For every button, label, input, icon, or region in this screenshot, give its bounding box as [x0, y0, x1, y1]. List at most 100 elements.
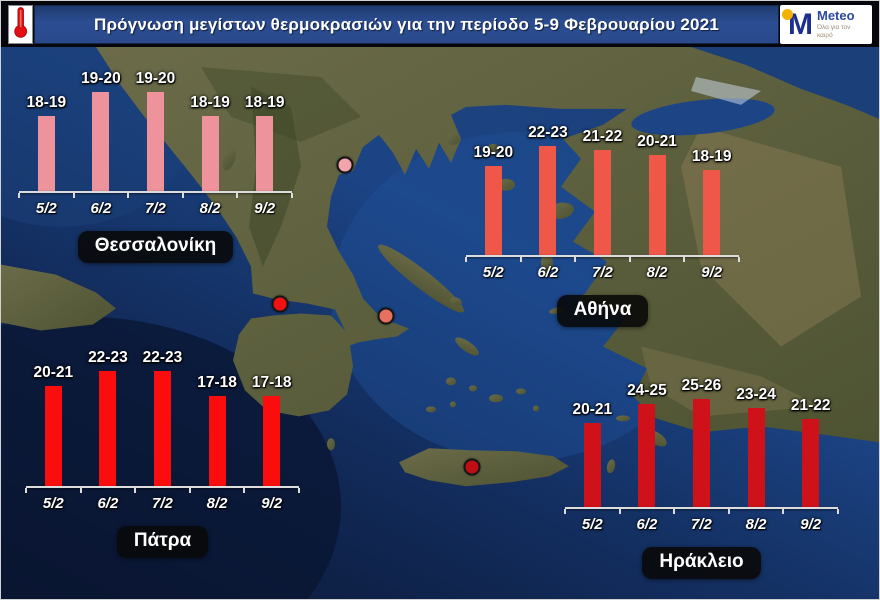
bar-value-label: 19-20 — [81, 70, 121, 87]
date-label: 5/2 — [482, 264, 504, 281]
temperature-bar — [256, 116, 274, 191]
axis-tick — [782, 509, 785, 514]
bar-column: 20-21 — [26, 364, 81, 486]
bar-column: 19-20 — [466, 144, 521, 255]
bar-value-label: 21-22 — [582, 128, 623, 145]
bar-value-label: 24-25 — [627, 382, 667, 399]
temperature-bar — [99, 371, 117, 486]
bar-column: 22-23 — [521, 124, 576, 255]
date-label: 6/2 — [97, 495, 119, 512]
bar-column: 21-22 — [783, 397, 838, 507]
bar-value-label: 18-19 — [691, 148, 732, 165]
map-marker — [463, 458, 481, 476]
axis-tick — [18, 193, 20, 198]
axis-tick — [298, 488, 300, 493]
x-axis — [18, 191, 293, 198]
bar-value-label: 22-23 — [88, 349, 128, 366]
temperature-bar — [146, 92, 164, 191]
bar-value-label: 20-21 — [33, 364, 74, 381]
axis-tick — [465, 257, 467, 262]
axis-tick — [519, 257, 522, 262]
bar-column: 20-21 — [565, 401, 620, 507]
axis-tick — [188, 488, 191, 493]
temperature-bar — [593, 150, 611, 255]
bar-value-label: 21-22 — [790, 397, 831, 414]
axis-tick — [574, 257, 577, 262]
date-label: 7/2 — [145, 200, 166, 217]
axis-tick — [727, 509, 730, 514]
axis-tick — [618, 509, 621, 514]
bar-column: 19-20 — [74, 70, 129, 191]
axis-tick — [291, 193, 293, 198]
date-label: 9/2 — [701, 264, 723, 281]
date-label: 6/2 — [636, 516, 658, 533]
map-marker — [271, 295, 289, 313]
temperature-bar — [638, 404, 656, 507]
temperature-bar — [92, 92, 110, 191]
bar-value-label: 19-20 — [473, 144, 514, 161]
temperature-bar — [747, 408, 765, 507]
bar-value-label: 18-19 — [26, 94, 67, 111]
meteo-m-icon: M — [782, 8, 813, 39]
temperature-bar — [692, 399, 710, 507]
temperature-bar — [802, 419, 820, 507]
meteo-dot-icon — [782, 8, 793, 20]
city-label: Πάτρα — [116, 526, 209, 558]
city-label: Θεσσαλονίκη — [77, 231, 234, 263]
date-label: 7/2 — [592, 264, 613, 281]
thermometer-box — [8, 5, 33, 44]
temperature-bar — [153, 371, 171, 486]
bars-area: 20-21 24-25 25-26 23-24 21-22 — [565, 367, 838, 507]
date-label: 8/2 — [206, 495, 228, 512]
bar-column: 23-24 — [729, 386, 784, 507]
bar-column: 18-19 — [183, 94, 238, 191]
bar-value-label: 17-18 — [251, 374, 292, 391]
date-label: 8/2 — [199, 200, 221, 217]
bar-value-label: 17-18 — [197, 374, 237, 391]
bar-column: 17-18 — [190, 374, 245, 486]
temperature-bar — [37, 116, 55, 191]
bar-value-label: 19-20 — [135, 70, 176, 87]
temperature-bar — [484, 166, 502, 255]
date-label: 9/2 — [800, 516, 822, 533]
x-axis — [564, 507, 839, 514]
axis-tick — [236, 193, 239, 198]
chart-athina: 19-20 22-23 21-22 20-21 18-19 5/2 6/2 7/2 8/2 9/… — [465, 115, 740, 327]
meteo-tagline: Όλα για τον καιρό — [817, 23, 851, 39]
axis-tick — [738, 257, 740, 262]
temperature-bar — [201, 116, 219, 191]
date-label: 9/2 — [261, 495, 283, 512]
x-axis — [25, 486, 300, 493]
date-label: 5/2 — [42, 495, 64, 512]
header-bar: Πρόγνωση μεγίστων θερμοκρασιών για την π… — [1, 1, 879, 47]
bar-column: 22-23 — [135, 349, 190, 486]
bar-value-label: 25-26 — [681, 377, 722, 394]
bar-value-label: 18-19 — [190, 94, 230, 111]
temperature-bar — [263, 396, 281, 486]
date-label: 5/2 — [35, 200, 57, 217]
temperature-bar — [208, 396, 226, 486]
axis-tick — [25, 488, 27, 493]
bar-value-label: 23-24 — [736, 386, 776, 403]
chart-thessaloniki: 18-19 19-20 19-20 18-19 18-19 5/2 6/2 7/2 8/2 9/… — [18, 51, 293, 263]
date-label: 8/2 — [646, 264, 668, 281]
axis-tick — [181, 193, 184, 198]
temperature-bar — [648, 155, 666, 255]
axis-tick — [628, 257, 631, 262]
city-label: Ηράκλειο — [642, 547, 761, 579]
city-label: Αθήνα — [556, 295, 649, 327]
date-row: 5/2 6/2 7/2 8/2 9/2 — [26, 495, 299, 512]
temperature-bar — [703, 170, 721, 255]
bar-column: 24-25 — [620, 382, 675, 507]
temperature-bar — [583, 423, 601, 507]
meteo-brand: Meteo — [817, 7, 855, 23]
axis-tick — [134, 488, 137, 493]
meteo-logo: M Meteo Όλα για τον καιρό — [780, 5, 872, 44]
date-label: 5/2 — [581, 516, 603, 533]
bar-column: 17-18 — [244, 374, 299, 486]
chart-irakleio: 20-21 24-25 25-26 23-24 21-22 5/2 6/2 7/2 8/2 9/… — [564, 367, 839, 579]
x-axis — [465, 255, 740, 262]
chart-patra: 20-21 22-23 22-23 17-18 17-18 5/2 6/2 7/2 8/2 9/… — [25, 346, 300, 558]
bar-column: 18-19 — [684, 148, 739, 255]
bar-column: 18-19 — [19, 94, 74, 191]
